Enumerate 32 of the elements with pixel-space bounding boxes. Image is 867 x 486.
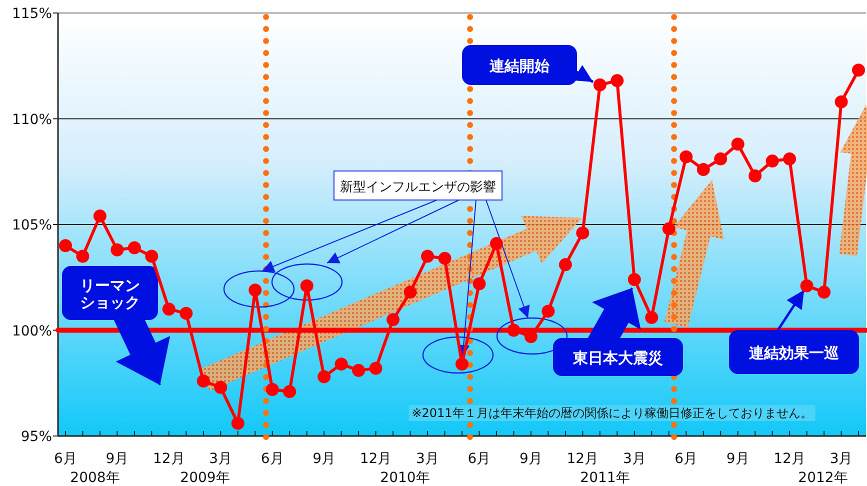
annotation: ※2011年１月は年末年始の暦の関係により稼働日修正をしておりません。 <box>412 406 812 420</box>
annotation: 新型インフルエンザの影響 <box>340 180 496 195</box>
x-tick-label: 12月 <box>360 451 392 467</box>
x-tick-label: 9月 <box>312 451 336 467</box>
annotation: リーマンショック <box>80 276 140 312</box>
text: 2009年 <box>180 470 230 486</box>
x-tick-label: 12月 <box>566 451 599 467</box>
x-tick-label: 3月 <box>622 451 646 467</box>
x-tick-label: 3月 <box>830 451 853 467</box>
x-tick-label: 9月 <box>106 451 129 467</box>
x-tick-label: 6月 <box>260 451 284 467</box>
y-tick-label: 115% <box>12 6 52 22</box>
x-tick-label: 6月 <box>674 451 698 467</box>
y-tick-label: 95% <box>20 429 52 445</box>
text: 2008年 <box>70 470 120 486</box>
text: 2012年 <box>798 470 848 486</box>
x-tick-label: 12月 <box>153 451 185 467</box>
x-tick-label: 9月 <box>726 451 750 467</box>
y-tick-label: 110% <box>12 112 52 128</box>
x-tick-label: 3月 <box>416 451 439 467</box>
y-tick-label: 105% <box>12 218 52 234</box>
x-tick-label: 3月 <box>209 451 232 467</box>
annotation: 東日本大震災 <box>572 349 663 367</box>
x-tick-label: 6月 <box>54 451 77 467</box>
text: 2011年 <box>580 470 630 486</box>
x-tick-label: 12月 <box>774 451 806 467</box>
x-tick-label: 6月 <box>468 451 491 467</box>
annotation: 連結開始 <box>488 57 550 75</box>
text: 2010年 <box>380 470 430 486</box>
y-tick-label: 100% <box>12 323 52 340</box>
annotation: 連結効果一巡 <box>748 344 840 362</box>
x-tick-label: 9月 <box>520 451 542 467</box>
